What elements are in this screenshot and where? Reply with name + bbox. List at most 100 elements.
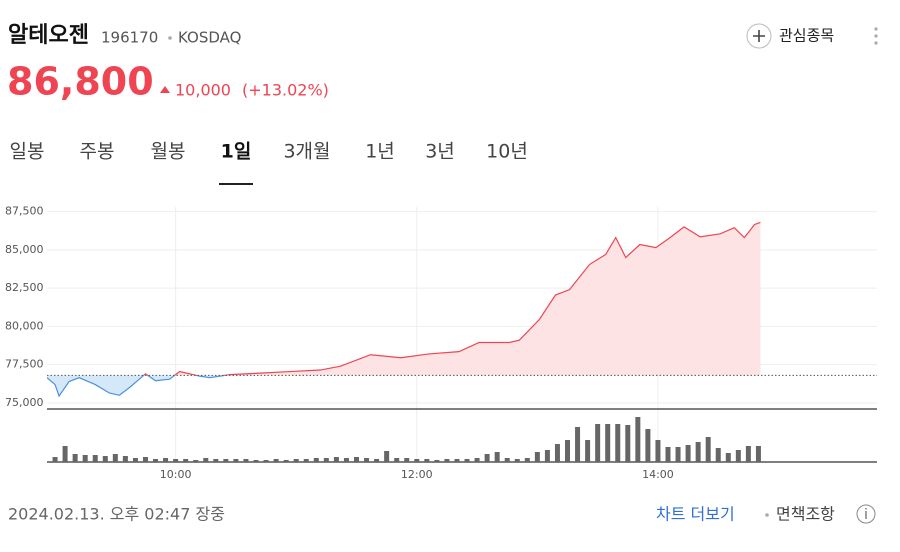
volume-bar [243,459,249,462]
y-tick-label: 87,500 [5,205,44,218]
watch-button[interactable]: 관심종목 [779,27,834,45]
volume-bar [72,454,78,462]
volume-bar [132,458,138,462]
change: 10,000 [175,81,231,100]
volume-bar [745,446,751,462]
tab[interactable]: 3개월 [283,141,330,163]
tab[interactable]: 월봉 [151,141,186,163]
volume-bar [424,459,430,462]
disclaimer[interactable]: 면책조항 [776,505,835,524]
volume-bar [193,460,199,462]
volume-bar [725,453,731,462]
price: 86,800 [7,60,154,104]
tab[interactable]: 10년 [486,141,528,163]
volume-bar [404,458,410,462]
volume-bar [434,460,440,462]
volume-bar [554,444,560,462]
tab[interactable]: 주봉 [80,141,115,163]
volume-bar [625,425,631,462]
volume-bar [112,454,118,462]
volume-bar [384,451,390,462]
volume-bar [585,440,591,462]
volume-bar [414,459,420,462]
volume-bar [343,458,349,462]
y-tick-label: 82,500 [5,281,44,294]
watch-icon[interactable] [746,23,772,49]
separator [168,36,172,40]
volume-bar [504,458,510,462]
separator [765,513,769,517]
volume-bar [454,459,460,462]
volume-bar [283,460,289,462]
volume-bar [173,459,179,462]
volume-bar [665,447,671,462]
volume-bar [323,458,329,462]
price-area [47,375,761,397]
volume-bar [223,459,229,462]
volume-bar [715,448,721,462]
volume-bar [534,452,540,462]
x-tick-label: 12:00 [401,468,433,481]
tab[interactable]: 1일 [221,141,252,163]
stock-name: 알테오젠 [8,23,89,48]
volume-bar [484,454,490,462]
volume-bar [514,459,520,462]
timestamp: 2024.02.13. 오후 02:47 장중 [8,505,225,524]
tab[interactable]: 일봉 [10,141,45,163]
chart-more[interactable]: 차트 더보기 [656,505,735,524]
price-line [47,375,229,398]
volume-bar [685,445,691,462]
volume-bar [273,459,279,462]
volume-bar [645,429,651,462]
tab[interactable]: 1년 [365,141,395,163]
volume-bar [755,446,761,462]
volume-bar [575,427,581,462]
volume-bar [655,440,661,462]
volume-bar [524,458,530,462]
volume-bar [213,459,219,462]
x-tick-label: 14:00 [642,468,674,481]
stock-code: 196170 [101,29,158,47]
volume-bar [52,457,58,462]
volume-bar [163,458,169,462]
volume-bar [364,458,370,462]
volume-bar [183,459,189,462]
volume-bar [735,450,741,462]
volume-bar [353,457,359,462]
y-tick-label: 80,000 [5,319,44,332]
volume-bar [82,455,88,462]
y-tick-label: 75,000 [5,396,44,409]
volume-bar [444,459,450,462]
volume-bar [333,457,339,462]
price-area [143,222,761,376]
volume-bar [233,459,239,462]
volume-bar [203,458,209,462]
volume-bar [605,424,611,462]
volume-bar [615,424,621,462]
plus [753,30,765,42]
volume-bar [153,459,159,462]
volume-bar [92,455,98,462]
volume-bar [464,459,470,462]
volume-bar [303,459,309,462]
volume-bar [565,440,571,462]
market: KOSDAQ [178,29,241,47]
volume-bar [263,460,269,462]
volume-bar [253,460,259,462]
x-tick-label: 10:00 [160,468,192,481]
info-icon[interactable] [856,504,876,524]
price-line [142,221,761,376]
more-menu[interactable] [874,27,878,45]
volume-bar [142,457,148,462]
tab[interactable]: 3년 [425,141,455,163]
volume-bar [705,437,711,462]
volume-bar [122,456,128,462]
y-tick-label: 77,500 [5,358,44,371]
volume-bar [635,417,641,462]
volume-bar [494,452,500,462]
volume-bar [544,450,550,462]
volume-bar [102,456,108,462]
up-arrow [160,86,170,93]
